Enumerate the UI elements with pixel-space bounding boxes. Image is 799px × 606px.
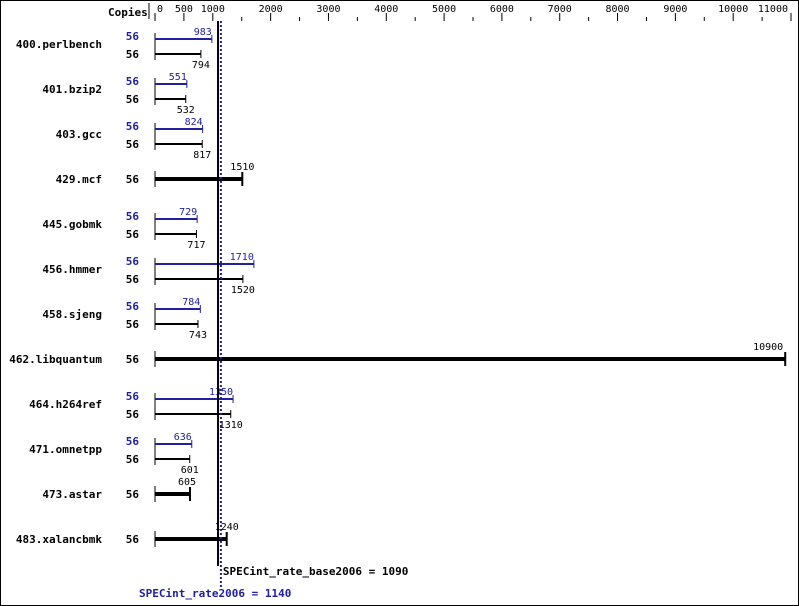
base-copies: 56 [126, 93, 140, 106]
peak-value-label: 1710 [230, 252, 254, 263]
tick-label-5000: 5000 [432, 4, 456, 15]
base-copies: 56 [126, 453, 140, 466]
benchmark-label: 471.omnetpp [29, 443, 102, 456]
peak-copies: 56 [126, 435, 140, 448]
peak-value-label: 729 [179, 207, 197, 218]
base-copies: 56 [126, 488, 140, 501]
base-value-label: 601 [181, 465, 199, 476]
peak-copies: 56 [126, 75, 140, 88]
peak-value-label: 824 [185, 117, 203, 128]
tick-label-11000: 11000 [758, 4, 788, 15]
benchmark-label: 403.gcc [56, 128, 102, 141]
base-value-label: 10900 [753, 342, 783, 353]
tick-label-9000: 9000 [663, 4, 687, 15]
tick-label-0: 0 [157, 4, 163, 15]
base-copies: 56 [126, 353, 140, 366]
peak-value-label: 983 [194, 27, 212, 38]
base-copies: 56 [126, 533, 140, 546]
benchmark-label: 462.libquantum [9, 353, 102, 366]
base-value-label: 717 [187, 240, 205, 251]
tick-label-4000: 4000 [374, 4, 398, 15]
benchmark-label: 400.perlbench [16, 38, 102, 51]
tick-label-7000: 7000 [548, 4, 572, 15]
base-copies: 56 [126, 228, 140, 241]
benchmark-label: 401.bzip2 [42, 83, 102, 96]
benchmark-label: 429.mcf [56, 173, 102, 186]
tick-label-3000: 3000 [316, 4, 340, 15]
base-copies: 56 [126, 48, 140, 61]
peak-value-label: 1350 [209, 387, 233, 398]
peak-value-label: 636 [174, 432, 192, 443]
tick-label-500: 500 [175, 4, 193, 15]
peak-copies: 56 [126, 30, 140, 43]
peak-copies: 56 [126, 120, 140, 133]
tick-label-8000: 8000 [605, 4, 629, 15]
base-value-label: 532 [177, 105, 195, 116]
base-copies: 56 [126, 273, 140, 286]
base-value-label: 743 [189, 330, 207, 341]
base-copies: 56 [126, 318, 140, 331]
copies-header: Copies [108, 6, 148, 19]
peak-copies: 56 [126, 210, 140, 223]
benchmark-label: 458.sjeng [42, 308, 102, 321]
base-value-label: 1240 [215, 522, 239, 533]
benchmark-label: 483.xalancbmk [16, 533, 102, 546]
base-copies: 56 [126, 408, 140, 421]
base-metric-label: SPECint_rate_base2006 = 1090 [223, 565, 408, 578]
peak-copies: 56 [126, 390, 140, 403]
benchmark-label: 445.gobmk [42, 218, 102, 231]
benchmark-label: 464.h264ref [29, 398, 102, 411]
base-value-label: 1310 [219, 420, 243, 431]
tick-label-2000: 2000 [259, 4, 283, 15]
base-value-label: 794 [192, 60, 210, 71]
peak-copies: 56 [126, 300, 140, 313]
tick-label-10000: 10000 [718, 4, 748, 15]
base-value-label: 1520 [231, 285, 255, 296]
base-value-label: 817 [193, 150, 211, 161]
benchmark-label: 473.astar [42, 488, 102, 501]
peak-value-label: 784 [182, 297, 200, 308]
base-value-label: 1510 [230, 162, 254, 173]
benchmark-label: 456.hmmer [42, 263, 102, 276]
peak-value-label: 551 [169, 72, 187, 83]
tick-label-1000: 1000 [201, 4, 225, 15]
tick-label-6000: 6000 [490, 4, 514, 15]
peak-copies: 56 [126, 255, 140, 268]
base-value-label: 605 [178, 477, 196, 488]
base-copies: 56 [126, 138, 140, 151]
peak-metric-label: SPECint_rate2006 = 1140 [139, 587, 291, 600]
base-copies: 56 [126, 173, 140, 186]
